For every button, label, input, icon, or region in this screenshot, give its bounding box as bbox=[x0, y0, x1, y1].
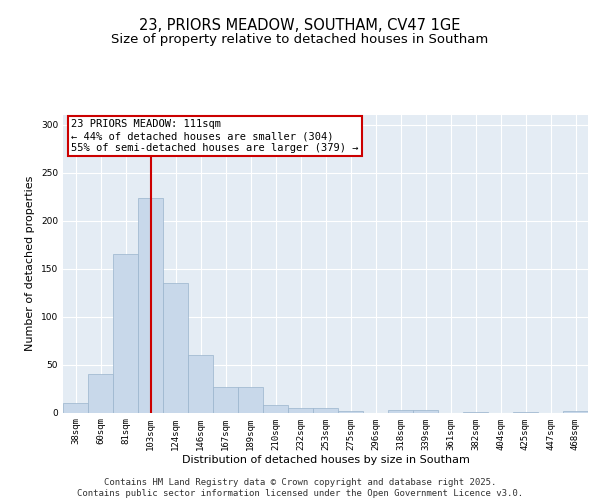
Bar bbox=[388, 410, 413, 412]
Bar bbox=[213, 386, 238, 412]
X-axis label: Distribution of detached houses by size in Southam: Distribution of detached houses by size … bbox=[182, 455, 469, 465]
Text: Contains HM Land Registry data © Crown copyright and database right 2025.
Contai: Contains HM Land Registry data © Crown c… bbox=[77, 478, 523, 498]
Bar bbox=[263, 405, 288, 412]
Bar bbox=[413, 410, 438, 412]
Bar bbox=[188, 355, 213, 412]
Bar bbox=[163, 283, 188, 412]
Bar bbox=[338, 410, 363, 412]
Bar bbox=[88, 374, 113, 412]
Bar bbox=[313, 408, 338, 412]
Text: 23 PRIORS MEADOW: 111sqm
← 44% of detached houses are smaller (304)
55% of semi-: 23 PRIORS MEADOW: 111sqm ← 44% of detach… bbox=[71, 120, 358, 152]
Bar bbox=[563, 410, 588, 412]
Bar bbox=[238, 386, 263, 412]
Text: 23, PRIORS MEADOW, SOUTHAM, CV47 1GE: 23, PRIORS MEADOW, SOUTHAM, CV47 1GE bbox=[139, 18, 461, 32]
Bar bbox=[288, 408, 313, 412]
Bar bbox=[63, 403, 88, 412]
Y-axis label: Number of detached properties: Number of detached properties bbox=[25, 176, 35, 352]
Bar bbox=[113, 254, 138, 412]
Bar bbox=[138, 198, 163, 412]
Text: Size of property relative to detached houses in Southam: Size of property relative to detached ho… bbox=[112, 32, 488, 46]
